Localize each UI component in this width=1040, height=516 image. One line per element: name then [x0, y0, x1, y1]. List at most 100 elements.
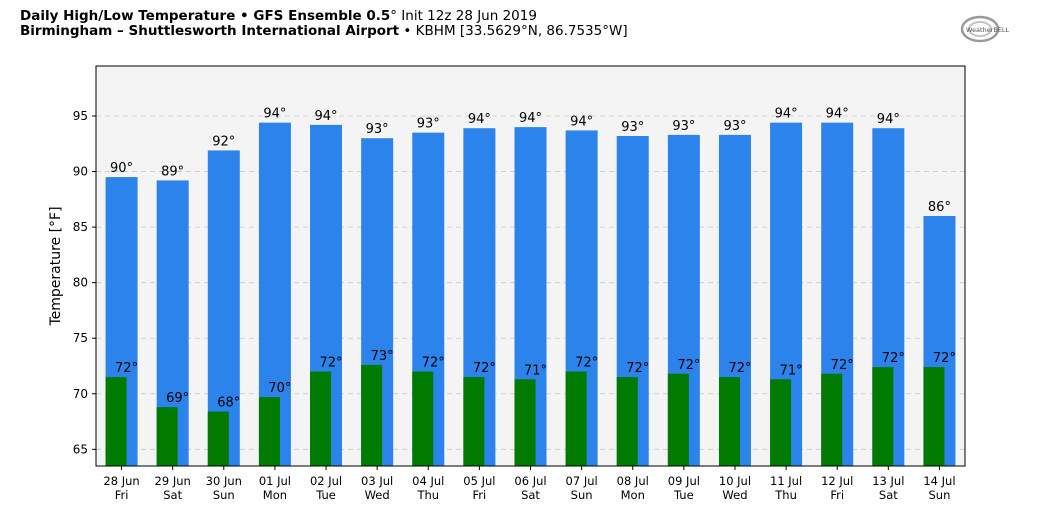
low-temp-bar — [258, 397, 280, 466]
x-tick-day: Thu — [416, 488, 439, 502]
low-temp-label: 73° — [371, 349, 394, 364]
x-tick-day: Fri — [830, 488, 844, 502]
x-tick-day: Wed — [365, 488, 390, 502]
x-tick-day: Thu — [774, 488, 797, 502]
low-temp-bar — [463, 377, 485, 466]
title-main: Daily High/Low Temperature • GFS Ensembl… — [20, 8, 391, 24]
high-temp-label: 86° — [928, 200, 951, 215]
x-tick-date: 29 Jun — [155, 474, 191, 488]
low-temp-label: 71° — [780, 363, 803, 378]
low-temp-bar — [770, 379, 792, 466]
x-tick-day: Mon — [263, 488, 287, 502]
bars: 90° 72° 89° 69° 92° 68° 94° 70° 94° 72° 93° 73° 93° 7… — [105, 107, 956, 467]
x-tick-date: 08 Jul — [617, 474, 649, 488]
high-temp-label: 94° — [519, 111, 542, 126]
y-axis-label: Temperature [°F] — [48, 206, 64, 326]
low-temp-label: 72° — [626, 361, 649, 376]
init-time: Init 12z 28 Jun 2019 — [397, 8, 537, 24]
low-temp-label: 70° — [268, 381, 291, 396]
y-tick-label: 95 — [73, 109, 88, 123]
low-temp-label: 72° — [728, 361, 751, 376]
x-tick-day: Mon — [621, 488, 645, 502]
high-temp-label: 94° — [570, 114, 593, 129]
logo-text: WeatherBELL — [966, 26, 1010, 34]
y-tick-label: 80 — [73, 276, 88, 290]
chart-header: Daily High/Low Temperature • GFS Ensembl… — [20, 9, 628, 39]
low-temp-label: 72° — [882, 351, 905, 366]
low-temp-label: 72° — [933, 351, 956, 366]
high-temp-label: 93° — [723, 119, 746, 134]
title-degree: ° — [390, 8, 398, 24]
x-tick-day: Sat — [163, 488, 182, 502]
x-tick-date: 10 Jul — [719, 474, 751, 488]
x-tick-day: Sun — [928, 488, 950, 502]
y-tick-label: 85 — [73, 220, 88, 234]
high-temp-label: 90° — [110, 161, 133, 176]
high-temp-label: 94° — [877, 112, 900, 127]
x-tick-date: 06 Jul — [514, 474, 546, 488]
high-temp-label: 89° — [161, 164, 184, 179]
low-temp-label: 72° — [422, 356, 445, 371]
x-tick-day: Fri — [115, 488, 129, 502]
x-tick-date: 05 Jul — [463, 474, 495, 488]
low-temp-label: 72° — [320, 356, 343, 371]
x-tick-date: 02 Jul — [310, 474, 342, 488]
low-temp-bar — [565, 371, 587, 466]
low-temp-bar — [667, 373, 689, 466]
low-temp-bar — [718, 377, 740, 466]
high-temp-label: 93° — [621, 120, 644, 135]
low-temp-label: 68° — [217, 396, 240, 411]
x-tick-day: Sun — [213, 488, 235, 502]
x-tick-date: 03 Jul — [361, 474, 393, 488]
station-name: Birmingham – Shuttlesworth International… — [20, 23, 400, 39]
x-tick-date: 11 Jul — [770, 474, 802, 488]
x-tick-day: Wed — [722, 488, 747, 502]
y-tick-label: 90 — [73, 165, 88, 179]
low-temp-bar — [872, 367, 894, 466]
x-tick-date: 30 Jun — [206, 474, 242, 488]
low-temp-label: 69° — [166, 391, 189, 406]
low-temp-label: 72° — [831, 358, 854, 373]
low-temp-bar — [514, 379, 536, 466]
low-temp-bar — [207, 411, 229, 466]
low-temp-label: 72° — [575, 356, 598, 371]
x-tick-date: 28 Jun — [103, 474, 139, 488]
station-coords: • KBHM [33.5629°N, 86.7535°W] — [399, 23, 628, 39]
x-tick-day: Sat — [521, 488, 540, 502]
low-temp-bar — [156, 407, 178, 466]
low-temp-label: 72° — [677, 358, 700, 373]
title-line-1: Daily High/Low Temperature • GFS Ensembl… — [20, 9, 628, 24]
y-tick-label: 75 — [73, 331, 88, 345]
x-tick-date: 04 Jul — [412, 474, 444, 488]
title-line-2: Birmingham – Shuttlesworth International… — [20, 24, 628, 39]
high-temp-label: 94° — [263, 107, 286, 122]
weatherbell-logo: WeatherBELL — [960, 15, 1010, 43]
low-temp-label: 72° — [115, 361, 138, 376]
x-tick-day: Tue — [315, 488, 336, 502]
high-temp-label: 94° — [826, 107, 849, 122]
low-temp-bar — [412, 371, 434, 466]
x-tick-date: 12 Jul — [821, 474, 853, 488]
low-temp-label: 72° — [473, 361, 496, 376]
low-temp-bar — [105, 377, 127, 466]
x-tick-day: Tue — [673, 488, 694, 502]
x-tick-date: 07 Jul — [566, 474, 598, 488]
high-temp-label: 93° — [417, 117, 440, 132]
x-tick-day: Fri — [473, 488, 487, 502]
low-temp-bar — [923, 367, 945, 466]
high-temp-label: 93° — [366, 122, 389, 137]
high-temp-label: 93° — [672, 119, 695, 134]
high-temp-label: 94° — [468, 112, 491, 127]
low-temp-bar — [616, 377, 638, 466]
high-temp-label: 94° — [315, 109, 338, 124]
high-temp-label: 92° — [212, 134, 235, 149]
x-tick-date: 14 Jul — [923, 474, 955, 488]
high-temp-label: 94° — [775, 107, 798, 122]
low-temp-bar — [821, 373, 843, 466]
x-tick-date: 01 Jul — [259, 474, 291, 488]
low-temp-label: 71° — [524, 363, 547, 378]
y-tick-label: 70 — [73, 387, 88, 401]
y-tick-label: 65 — [73, 442, 88, 456]
